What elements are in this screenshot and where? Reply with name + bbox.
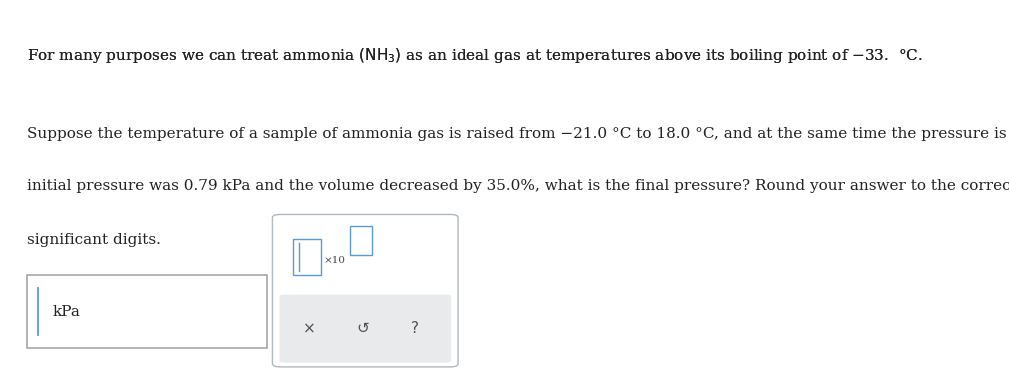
FancyBboxPatch shape <box>272 214 458 367</box>
Text: significant digits.: significant digits. <box>27 233 161 247</box>
FancyBboxPatch shape <box>279 295 451 363</box>
Bar <box>350 226 372 255</box>
Text: ?: ? <box>412 321 420 336</box>
Bar <box>27 275 267 348</box>
Text: initial pressure was 0.79 kPa and the volume decreased by 35.0%, what is the fin: initial pressure was 0.79 kPa and the vo… <box>27 179 1009 193</box>
Bar <box>293 239 321 275</box>
Text: Suppose the temperature of a sample of ammonia gas is raised from −21.0 °C to 18: Suppose the temperature of a sample of a… <box>27 127 1009 141</box>
Text: For many purposes we can treat ammonia $\left(\mathrm{NH_3}\right)$ as an ideal : For many purposes we can treat ammonia $… <box>27 46 923 65</box>
Text: For many purposes we can treat ammonia $\left(\mathrm{NH_3}\right)$ as an ideal : For many purposes we can treat ammonia $… <box>27 46 923 65</box>
Text: ↺: ↺ <box>356 321 368 336</box>
Text: kPa: kPa <box>52 305 81 319</box>
Text: ×: × <box>303 321 316 336</box>
Text: ×10: ×10 <box>324 256 346 265</box>
